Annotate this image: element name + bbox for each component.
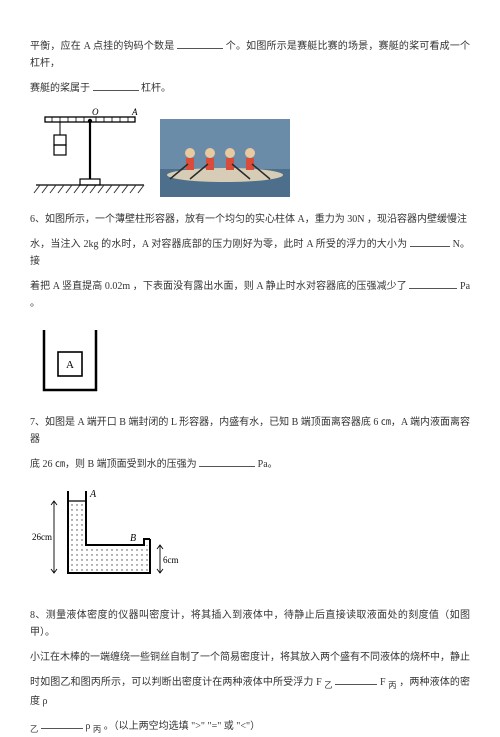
q8-sub2: 丙 <box>388 681 396 690</box>
q6-line1: 6、如图所示，一个薄壁柱形容器，放有一个均匀的实心柱体 A，重力为 30N ，现… <box>30 211 470 228</box>
q6-blank2[interactable] <box>409 278 457 289</box>
q8-line2: 小江在木棒的一端缠绕一些铜丝自制了一个简易密度计，将其放入两个盛有不同液体的烧杯… <box>30 649 470 666</box>
q8-text2: 小江在木棒的一端缠绕一些铜丝自制了一个简易密度计，将其放入两个盛有不同液体的烧杯… <box>30 652 470 663</box>
q5-text-2a: 赛艇的桨属于 <box>30 83 90 94</box>
q5-rowing-photo <box>160 119 290 197</box>
q5-text-1a: 平衡，应在 A 点挂的钩码个数是 <box>30 41 174 52</box>
q5-blank2[interactable] <box>93 80 139 91</box>
q7-l-container-diagram: A B 26cm 6cm <box>30 483 180 593</box>
q8-line3: 时如图乙和图丙所示，可以判断出密度计在两种液体中所受浮力 F 乙 F 丙 ，两种… <box>30 674 470 710</box>
q7-dim-26: 26cm <box>32 532 52 542</box>
q7-text2a: 底 26 ㎝，则 B 端顶面受到水的压强为 <box>30 459 197 470</box>
q8-line1: 8、测量液体密度的仪器叫密度计，将其插入到液体中，待静止后直接读取液面处的刻度值… <box>30 607 470 641</box>
q8-text4a: ρ <box>85 721 90 732</box>
q5-figure-row: O A <box>30 107 470 197</box>
q8-text4b: 。（以上两空均选填 ">" "=" 或 "<"） <box>104 721 260 732</box>
q8-sub4: 丙 <box>93 725 101 734</box>
q7-dim-6: 6cm <box>163 555 179 565</box>
q5-label-O: O <box>92 107 99 117</box>
q8-text3b: F <box>380 677 386 688</box>
q8-sub1: 乙 <box>324 681 332 690</box>
q6-blank1[interactable] <box>410 236 450 247</box>
q8-num: 8、 <box>30 610 46 621</box>
q6-text1: 如图所示，一个薄壁柱形容器，放有一个均匀的实心柱体 A，重力为 30N ，现沿容… <box>45 214 467 225</box>
q6-figure-row: A <box>30 322 470 400</box>
q8-sub3: 乙 <box>30 725 38 734</box>
q7-num: 7、 <box>30 417 45 428</box>
q6-num: 6、 <box>30 214 45 225</box>
q5-lever-diagram: O A <box>30 107 150 197</box>
q6-text2a: 水，当注入 2kg 的水时，A 对容器底部的压力刚好为零，此时 A 所受的浮力的… <box>30 239 407 250</box>
q7-label-A: A <box>89 489 97 500</box>
q8-line4: 乙 ρ 丙 。（以上两空均选填 ">" "=" 或 "<"） <box>30 718 470 737</box>
q5-label-A: A <box>131 107 138 117</box>
q8-blank1[interactable] <box>335 674 377 685</box>
q7-line1: 7、如图是 A 端开口 B 端封闭的 L 形容器，内盛有水，已知 B 端顶面离容… <box>30 414 470 448</box>
q6-container-diagram: A <box>30 322 110 400</box>
q6-line2: 水，当注入 2kg 的水时，A 对容器底部的压力刚好为零，此时 A 所受的浮力的… <box>30 236 470 270</box>
q5-line1: 平衡，应在 A 点挂的钩码个数是 个。如图所示是赛艇比赛的场景，赛艇的桨可看成一… <box>30 38 470 72</box>
q8-text1: 测量液体密度的仪器叫密度计，将其插入到液体中，待静止后直接读取液面处的刻度值（如… <box>30 610 470 638</box>
q7-label-B: B <box>130 533 136 544</box>
q7-text1: 如图是 A 端开口 B 端封闭的 L 形容器，内盛有水，已知 B 端顶面离容器底… <box>30 417 470 445</box>
q6-text3a: 着把 A 竖直提高 0.02m ，下表面没有露出水面，则 A 静止时水对容器底的… <box>30 281 407 292</box>
q7-text2b: Pa。 <box>258 459 278 470</box>
q5-text-2b: 杠杆。 <box>141 83 171 94</box>
q5-blank1[interactable] <box>177 38 223 49</box>
q7-figure-row: A B 26cm 6cm <box>30 483 470 593</box>
q7-line2: 底 26 ㎝，则 B 端顶面受到水的压强为 Pa。 <box>30 456 470 473</box>
q8-text3a: 时如图乙和图丙所示，可以判断出密度计在两种液体中所受浮力 F <box>30 677 322 688</box>
q6-label-A: A <box>66 359 74 371</box>
q7-blank[interactable] <box>199 456 255 467</box>
q8-blank2[interactable] <box>41 718 83 729</box>
q6-line3: 着把 A 竖直提高 0.02m ，下表面没有露出水面，则 A 静止时水对容器底的… <box>30 278 470 312</box>
q5-line2: 赛艇的桨属于 杠杆。 <box>30 80 470 97</box>
